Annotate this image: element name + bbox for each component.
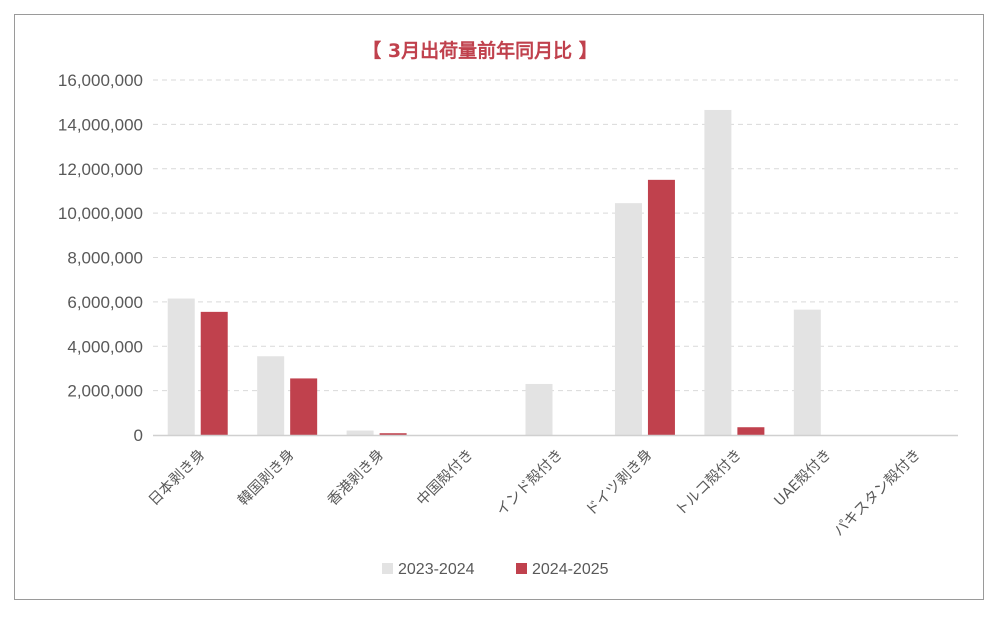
legend-label-2023-2024: 2023-2024 bbox=[398, 561, 475, 578]
y-tick-label: 0 bbox=[134, 426, 143, 445]
legend: 2023-2024 2024-2025 bbox=[382, 561, 609, 578]
x-tick-label: 日本剥き身 bbox=[145, 446, 208, 509]
bar-2024-2025-0 bbox=[200, 311, 228, 435]
bar-2023-2024-6 bbox=[704, 109, 732, 435]
bar-2024-2025-6 bbox=[737, 427, 765, 435]
x-axis-labels: 日本剥き身 韓国剥き身 香港剥き身 中国殻付き インド殻付き ドイツ剥き身 トルコ殻付き UA… bbox=[145, 446, 924, 540]
x-tick-label: 韓国剥き身 bbox=[235, 446, 298, 509]
legend-label-2024-2025: 2024-2025 bbox=[532, 561, 609, 578]
bar-2024-2025-5 bbox=[647, 179, 675, 435]
bar-2024-2025-1 bbox=[290, 378, 318, 435]
x-tick-label: ドイツ剥き身 bbox=[582, 446, 656, 520]
y-tick-label: 10,000,000 bbox=[58, 204, 143, 223]
y-tick-label: 2,000,000 bbox=[67, 382, 143, 401]
bar-2023-2024-0 bbox=[167, 298, 195, 435]
bar-2023-2024-4 bbox=[525, 383, 553, 435]
bar-2023-2024-7 bbox=[793, 309, 821, 435]
y-axis: 0 2,000,000 4,000,000 6,000,000 8,000,000 10,… bbox=[58, 71, 143, 445]
chart-title: 【 3月出荷量前年同月比 】 bbox=[362, 39, 597, 62]
y-tick-label: 12,000,000 bbox=[58, 160, 143, 179]
x-tick-label: パキスタン殻付き bbox=[830, 446, 924, 540]
y-tick-label: 16,000,000 bbox=[58, 71, 143, 90]
x-tick-label: トルコ殻付き bbox=[672, 446, 745, 519]
bar-2024-2025-2 bbox=[379, 433, 407, 435]
x-tick-label: UAE殻付き bbox=[771, 446, 835, 510]
x-tick-label: 香港剥き身 bbox=[324, 446, 387, 509]
gridlines bbox=[153, 79, 958, 392]
bar-2023-2024-1 bbox=[257, 356, 285, 435]
y-tick-label: 4,000,000 bbox=[67, 337, 143, 356]
x-tick-label: 中国殻付き bbox=[414, 446, 477, 509]
bar-2023-2024-5 bbox=[614, 203, 642, 435]
y-tick-label: 14,000,000 bbox=[58, 115, 143, 134]
x-tick-label: インド殻付き bbox=[493, 446, 567, 520]
y-tick-label: 6,000,000 bbox=[67, 293, 143, 312]
bars bbox=[167, 109, 821, 435]
bar-2023-2024-2 bbox=[346, 430, 374, 435]
legend-swatch-2024-2025 bbox=[516, 563, 527, 574]
y-tick-label: 8,000,000 bbox=[67, 249, 143, 268]
legend-swatch-2023-2024 bbox=[382, 563, 393, 574]
